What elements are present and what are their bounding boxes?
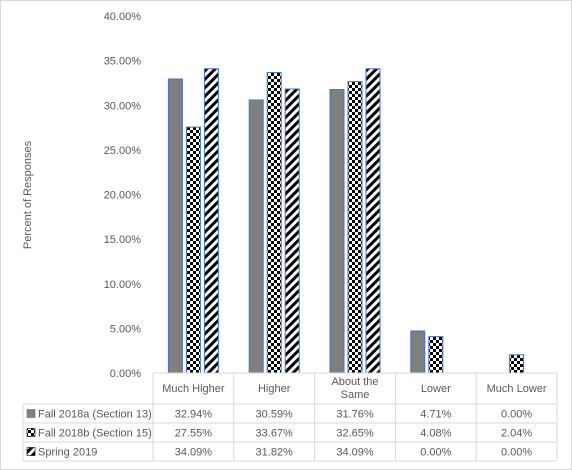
data-label: 31.82% — [256, 447, 294, 459]
legend-swatch — [26, 428, 36, 437]
bar — [410, 330, 426, 374]
bar — [347, 81, 363, 374]
data-label: 34.09% — [336, 447, 374, 459]
bar — [284, 88, 300, 374]
bar — [329, 89, 345, 374]
data-label: 32.65% — [336, 428, 374, 440]
x-tick-label: Much Lower — [487, 383, 547, 395]
y-tick-label: 10.00% — [104, 279, 142, 291]
x-tick-label: Lower — [421, 383, 451, 395]
y-axis-ticks: 0.00% 5.00% 10.00% 15.00% 20.00% 25.00% 30.00%… — [104, 11, 142, 380]
bar — [428, 336, 444, 374]
data-label: 4.71% — [420, 409, 451, 421]
legend-label: Spring 2019 — [38, 447, 97, 459]
data-label: 0.00% — [501, 447, 532, 459]
data-label: 4.08% — [420, 428, 451, 440]
x-tick-label: Higher — [258, 383, 291, 395]
data-label: 31.76% — [336, 409, 374, 421]
bars-group — [153, 68, 557, 374]
bar — [266, 71, 282, 374]
bar — [509, 354, 525, 374]
y-tick-label: 15.00% — [104, 234, 142, 246]
data-label: 30.59% — [256, 409, 294, 421]
data-label: 34.09% — [175, 447, 213, 459]
y-tick-label: 0.00% — [110, 368, 141, 380]
y-tick-label: 40.00% — [104, 11, 142, 23]
y-tick-label: 5.00% — [110, 323, 141, 335]
data-label: 0.00% — [420, 447, 451, 459]
data-label: 0.00% — [501, 409, 532, 421]
data-label: 2.04% — [501, 428, 532, 440]
bar — [185, 126, 201, 374]
y-tick-label: 25.00% — [104, 145, 142, 157]
data-label: 33.67% — [256, 428, 294, 440]
legend-label: Fall 2018b (Section 15) — [38, 428, 152, 440]
x-tick-label: About the Same — [331, 376, 378, 401]
bar — [365, 68, 381, 374]
data-label: 27.55% — [175, 428, 213, 440]
bar — [167, 78, 183, 374]
y-tick-label: 30.00% — [104, 100, 142, 112]
legend-swatch — [26, 409, 36, 418]
y-tick-label: 20.00% — [104, 190, 142, 202]
legend-swatch — [26, 447, 36, 456]
x-tick-label: Much Higher — [162, 383, 225, 395]
bar — [203, 68, 219, 374]
legend-label: Fall 2018a (Section 13) — [38, 409, 152, 421]
y-tick-label: 35.00% — [104, 56, 142, 68]
y-axis-title: Percent of Responses — [22, 140, 34, 249]
data-label: 32.94% — [175, 409, 213, 421]
data-table: Much Higher Higher About the Same Lower Much … — [22, 373, 558, 462]
bar — [248, 99, 264, 374]
